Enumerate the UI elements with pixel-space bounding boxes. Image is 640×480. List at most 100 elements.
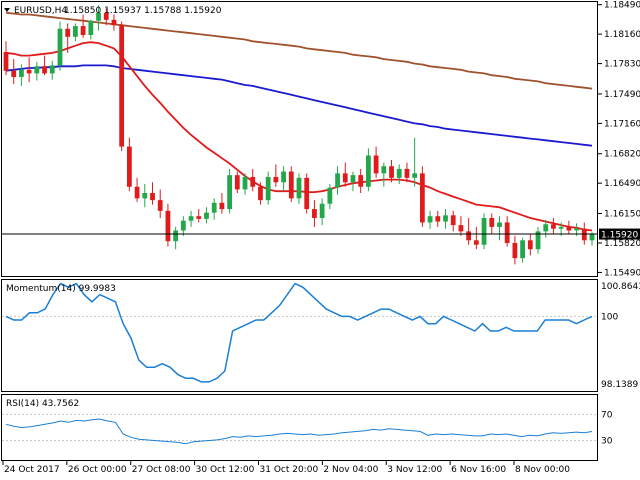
rsi-y-label: 30 [601,437,613,447]
symbol-label: EURUSD,H4 [14,6,67,16]
candle [142,184,148,208]
y-tick-label: 1.18490 [604,1,640,11]
candle [304,173,310,214]
candle-body [589,234,595,241]
candle [265,171,271,205]
candle [111,14,117,31]
x-tick-label: 3 Nov 12:00 [387,465,442,475]
candle-body [535,231,541,250]
rsi-y-axis: 70 30 [601,411,613,447]
candle [204,207,209,224]
candle [366,148,371,192]
candle-body [335,173,340,188]
momentum-panel-frame [1,279,598,392]
candle-body [435,216,441,222]
candle-body [504,222,510,243]
candle-body [450,215,456,226]
candle [219,192,225,214]
candle-body [258,186,263,201]
candle [481,213,487,250]
candle [273,164,279,187]
candle-body [19,69,24,77]
candle-body [80,26,86,36]
candle [65,23,71,53]
candle-body [497,222,502,227]
candle-body [142,192,148,199]
rsi-y-label: 70 [601,411,613,421]
candle-body [26,69,32,74]
candle [57,21,63,71]
candle [350,171,356,192]
candle [404,162,410,183]
candle-body [527,240,533,250]
candle [42,55,47,76]
candle [211,198,217,220]
candle [88,19,94,40]
candle-body [180,220,186,231]
candle [188,210,194,227]
candle-body [566,226,572,231]
candle [258,182,263,205]
candle-body [366,155,371,187]
candle [173,226,179,250]
candle-body [219,202,225,210]
x-tick-label: 31 Oct 20:00 [260,465,319,475]
candle-body [211,202,217,213]
candle-body [481,217,487,245]
candle-body [543,224,549,232]
candle [150,182,155,205]
main-y-axis: 1.18490 1.18160 1.17830 1.17490 1.17160 1.168… [598,1,640,278]
candle-body [157,200,163,211]
candle [250,168,256,192]
candle-body [381,166,387,174]
candle-body [427,216,433,223]
candle [520,237,525,263]
candle [327,184,333,210]
x-tick-label: 30 Oct 12:00 [196,465,255,475]
candle [312,200,317,227]
x-tick-label: 24 Oct 2017 [4,465,60,475]
candle [489,213,495,235]
time-x-axis: 24 Oct 2017 26 Oct 00:00 27 Oct 08:00 30 Oc… [2,461,570,475]
candle-body [458,225,464,232]
candle [412,137,418,187]
chart-header: EURUSD,H4 1.15850 1.15937 1.15788 1.1592… [4,6,222,16]
candle-body [296,177,302,199]
candle [512,235,518,265]
slow-ma-line [5,11,593,90]
candle [551,217,556,235]
candle-body [103,12,109,20]
candle-body [88,20,94,36]
candle-body [304,177,310,210]
candle-body [319,203,325,218]
candle [73,23,78,42]
candle [427,210,433,229]
candle [396,164,402,185]
candle [319,198,325,226]
candle-body [250,176,256,187]
candle-body [49,65,55,74]
y-tick-label: 1.16150 [604,210,640,220]
candle-body [126,146,132,187]
y-tick-label: 1.16490 [604,179,640,189]
y-tick-label: 1.17160 [604,119,640,129]
candle-body [173,230,179,242]
candle-body [134,186,140,199]
candle-body [204,212,209,219]
candle-body [404,168,410,178]
dropdown-triangle-icon[interactable] [4,8,10,12]
candle-body [466,231,472,241]
y-tick-label: 1.18160 [604,30,640,40]
momentum-y-axis: 100.8643 100 98.1389 [601,282,640,390]
candle [103,8,109,26]
candle [134,177,140,202]
candle [288,166,294,202]
candlesticks [3,5,595,265]
y-tick-label: 1.16820 [604,150,640,160]
candle-body [512,242,518,259]
candle [443,209,448,229]
candle [450,210,456,232]
